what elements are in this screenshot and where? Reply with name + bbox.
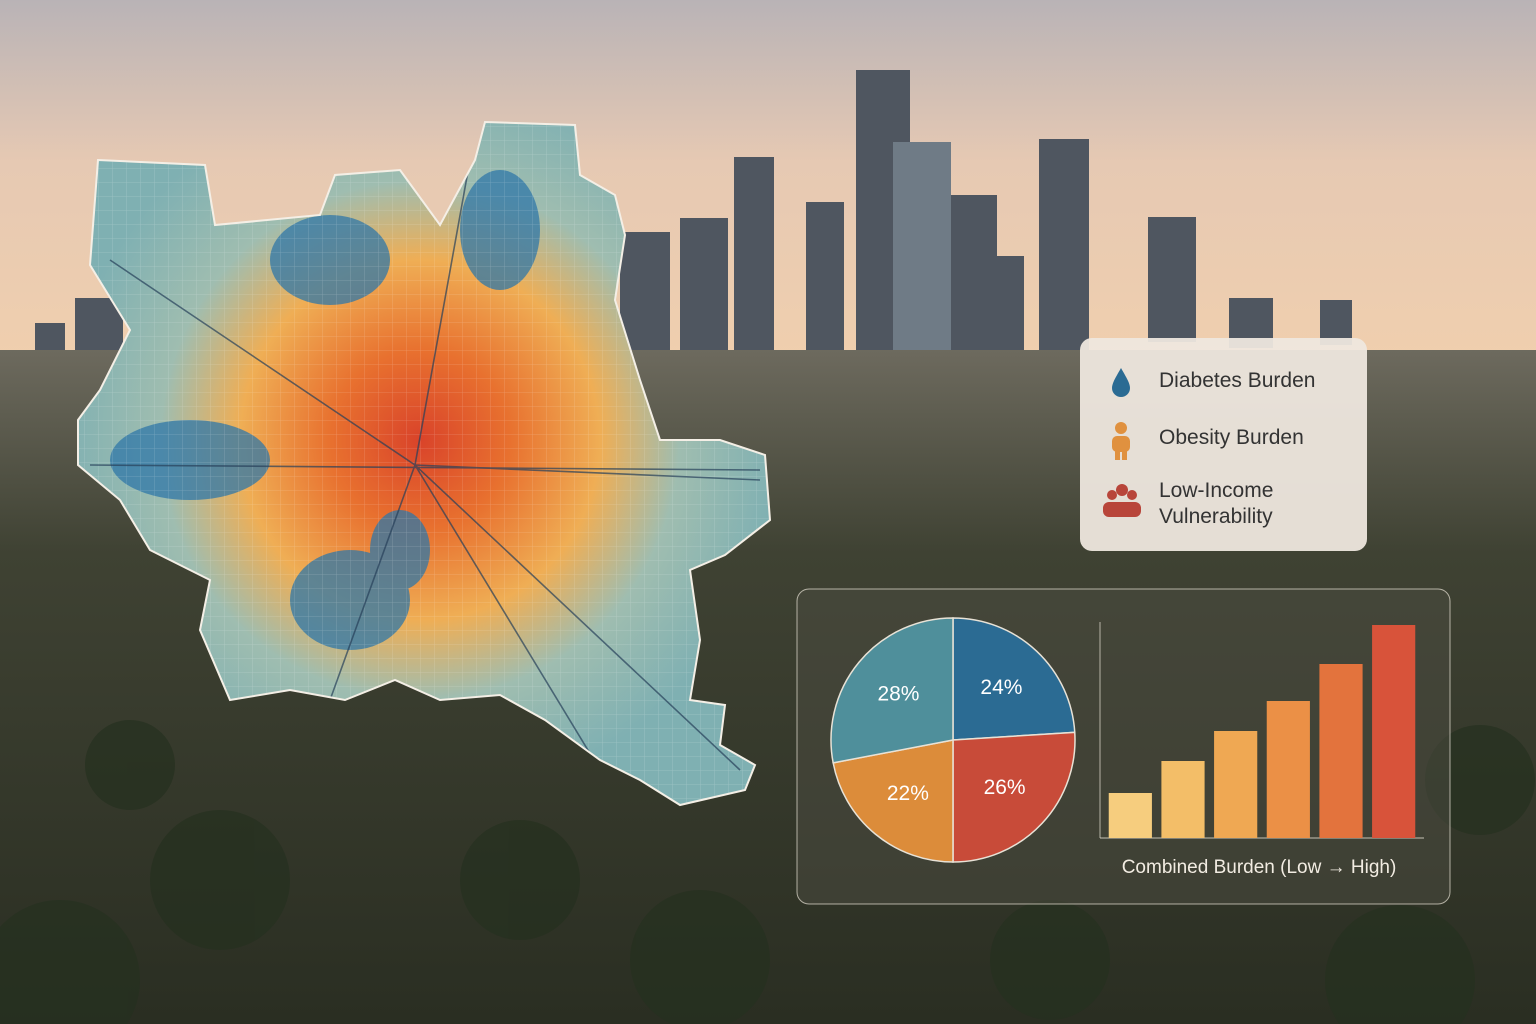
pie-slice <box>832 739 954 863</box>
x-axis-label: Combined Burden (Low → High) <box>1122 857 1397 878</box>
income-icon <box>1103 484 1141 517</box>
data-label: 26% <box>984 776 1026 799</box>
data-label: 28% <box>877 682 919 705</box>
bar <box>1161 761 1205 838</box>
bar <box>1214 731 1258 838</box>
bar <box>1108 793 1152 838</box>
diabetes-icon <box>1112 368 1130 397</box>
obesity-icon <box>1112 422 1130 460</box>
legend-entry: Diabetes Burden <box>1159 369 1316 392</box>
bar <box>1372 625 1416 838</box>
legend-box <box>1080 338 1367 551</box>
data-label: 22% <box>887 782 929 805</box>
bar <box>1266 701 1310 838</box>
legend-entry: Low-Income Vulnerability <box>1159 479 1274 528</box>
pie-slice <box>952 617 1076 741</box>
skyline <box>35 70 1352 378</box>
trees <box>0 720 1535 1024</box>
bar <box>1319 664 1363 838</box>
legend-entry: Obesity Burden <box>1159 426 1304 449</box>
pie-slice <box>952 731 1076 863</box>
data-label: 24% <box>980 676 1022 699</box>
pie-slice <box>830 617 954 764</box>
